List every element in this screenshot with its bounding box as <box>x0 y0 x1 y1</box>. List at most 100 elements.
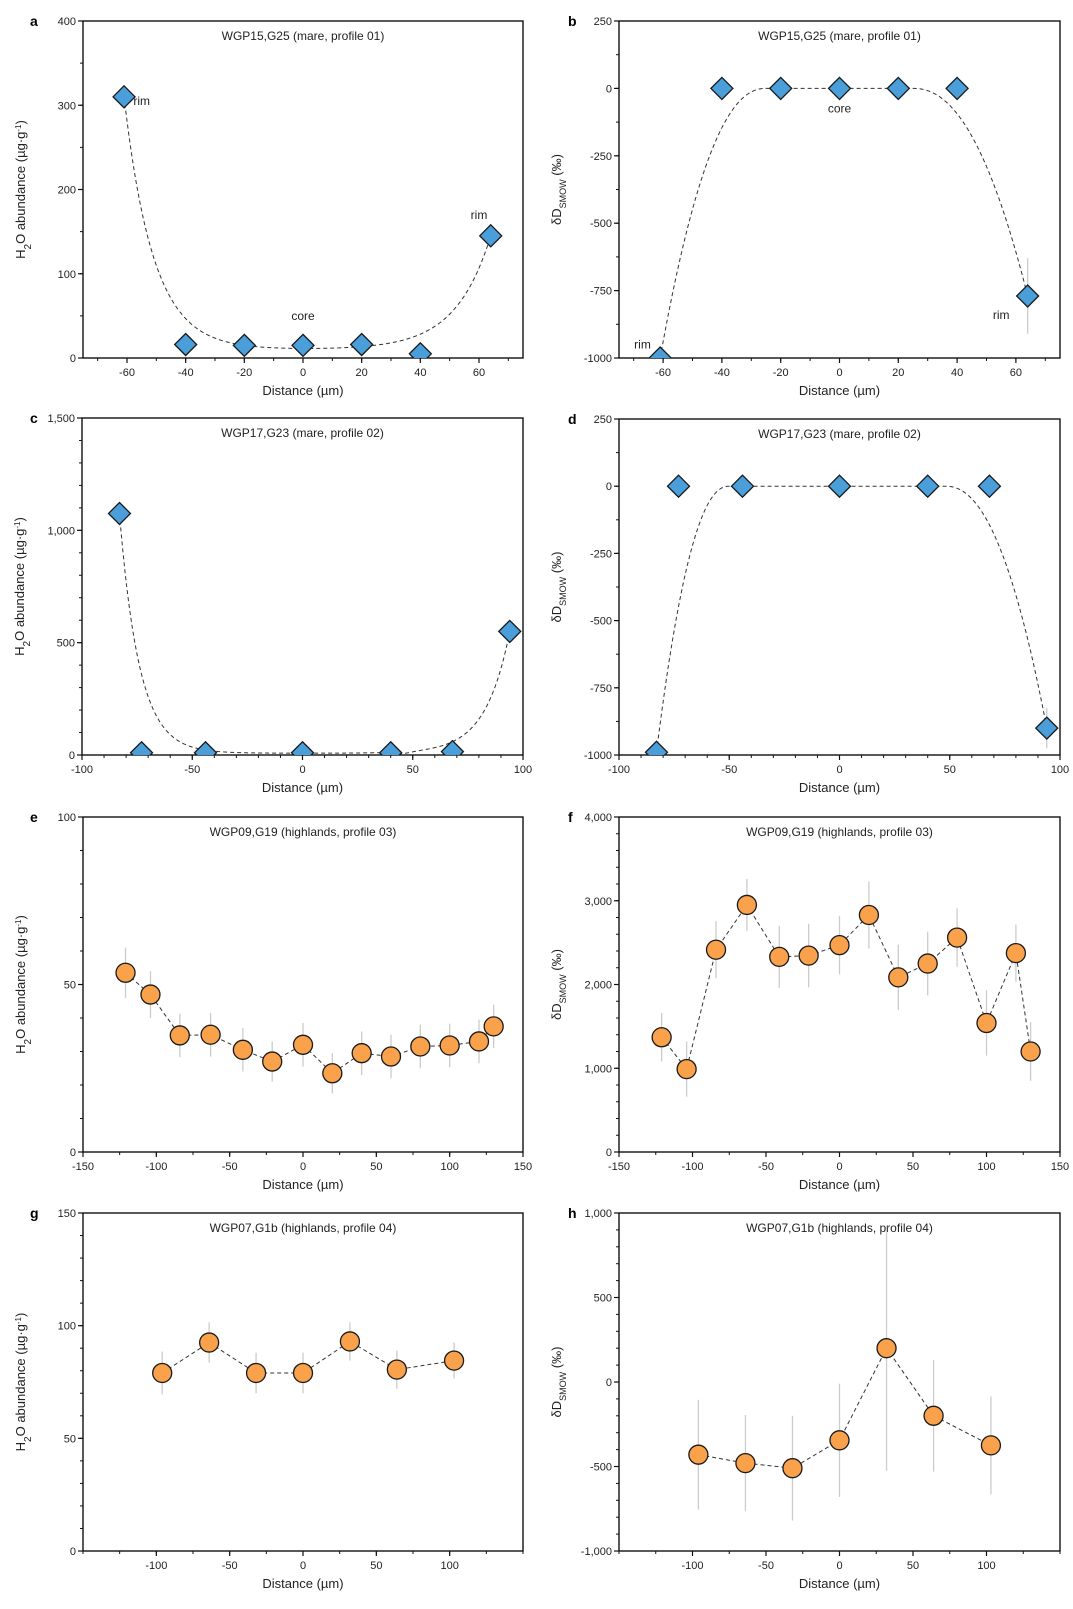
panel-a: -60 -40 -20 0 20 40 60 0 100 200 300 400 a WGP15,G25 … <box>13 13 524 398</box>
annotation: core <box>828 102 852 116</box>
data-point-circle <box>736 894 758 916</box>
data-point-diamond <box>107 501 132 526</box>
x-axis-title: Distance (µm) <box>799 1177 880 1192</box>
x-axis-title: Distance (µm) <box>262 383 343 398</box>
panel-title: WGP07,G1b (highlands, profile 04) <box>210 1221 397 1235</box>
x-tick-label: 0 <box>836 367 842 379</box>
annotation: rim <box>993 308 1010 322</box>
x-tick-label: -100 <box>145 1560 167 1572</box>
data-point-diamond <box>173 332 198 357</box>
x-tick-label: -50 <box>222 1161 238 1173</box>
data-point-circle <box>876 1338 897 1359</box>
x-tick-label: -50 <box>222 1560 238 1572</box>
panel-title: WGP17,G23 (mare, profile 02) <box>758 427 921 441</box>
data-point-circle <box>468 1031 490 1052</box>
x-tick-label: 100 <box>440 1560 458 1572</box>
y-tick-label: -1,000 <box>581 1546 612 1558</box>
data-point-diamond <box>709 76 734 101</box>
data-point-circle <box>829 934 850 956</box>
data-point-circle <box>829 1430 850 1451</box>
x-axis-title: Distance (µm) <box>262 1576 343 1591</box>
y-tick-label: 100 <box>58 812 76 824</box>
data-point-diamond <box>648 346 673 358</box>
x-tick-label: 150 <box>1051 1161 1069 1173</box>
data-point-diamond <box>886 76 911 101</box>
x-tick-label: -150 <box>72 1161 94 1173</box>
x-tick-label: -20 <box>773 367 789 379</box>
x-tick-label: 0 <box>300 367 306 379</box>
fit-curve <box>123 96 492 349</box>
y-axis-title: δDSMOW (‰) <box>549 949 568 1020</box>
connecting-line <box>125 972 495 1074</box>
data-point-circle <box>705 939 727 960</box>
data-point-circle <box>351 1043 372 1064</box>
data-point-diamond <box>827 76 852 101</box>
panel-b: -60 -40 -20 0 20 40 60 -1000 -750 -500 -250 0 250 b WG… <box>549 13 1061 398</box>
x-tick-label: -100 <box>681 1161 703 1173</box>
y-tick-label: 250 <box>594 414 612 426</box>
panel-letter: a <box>30 13 38 29</box>
y-tick-label: 300 <box>58 100 76 112</box>
x-tick-label: 0 <box>300 1560 306 1572</box>
y-tick-label: 0 <box>606 1147 612 1159</box>
data-point-circle <box>292 1034 314 1055</box>
panel-letter: e <box>30 809 38 825</box>
panel-title: WGP15,G25 (mare, profile 01) <box>758 29 921 43</box>
x-tick-label: -50 <box>758 1161 774 1173</box>
y-tick-label: 250 <box>594 16 612 28</box>
y-axis-title: δDSMOW (‰) <box>549 154 568 225</box>
x-axis-title: Distance (µm) <box>262 780 343 795</box>
x-tick-label: 100 <box>1051 764 1069 776</box>
data-point-diamond <box>290 740 315 755</box>
panel-letter: b <box>568 13 577 29</box>
data-point-circle <box>262 1051 283 1072</box>
y-tick-label: 50 <box>64 980 76 992</box>
x-tick-label: -100 <box>145 1161 167 1173</box>
x-tick-label: 40 <box>951 367 963 379</box>
data-point-diamond <box>666 474 691 499</box>
y-tick-label: 200 <box>58 185 76 197</box>
x-tick-label: 50 <box>944 764 956 776</box>
x-tick-label: 50 <box>370 1161 382 1173</box>
data-point-circle <box>339 1331 361 1352</box>
y-tick-label: 0 <box>606 481 612 493</box>
data-point-circle <box>676 1058 697 1080</box>
data-point-diamond <box>440 739 465 755</box>
data-point-circle <box>410 1036 431 1057</box>
y-tick-label: -500 <box>590 1462 612 1474</box>
y-axis-title: H2O abundance (µg·g-1) <box>13 915 34 1054</box>
x-tick-label: -50 <box>721 764 737 776</box>
x-tick-label: 100 <box>977 1161 995 1173</box>
x-tick-label: 20 <box>892 367 904 379</box>
data-point-circle <box>140 984 161 1005</box>
data-point-circle <box>115 962 136 983</box>
x-tick-label: 0 <box>299 764 305 776</box>
y-tick-label: -250 <box>590 548 612 560</box>
data-point-diamond <box>349 332 374 357</box>
y-tick-label: -250 <box>590 151 612 163</box>
annotation: core <box>291 309 315 323</box>
y-tick-label: 0 <box>70 353 76 365</box>
y-tick-label: 0 <box>606 83 612 95</box>
y-tick-label: -750 <box>590 683 612 695</box>
y-tick-label: 150 <box>58 1208 76 1220</box>
x-tick-label: 100 <box>977 1560 995 1572</box>
data-point-diamond <box>644 740 669 755</box>
x-axis-title: Distance (µm) <box>262 1177 343 1192</box>
data-point-circle <box>858 904 880 926</box>
panel-c: -100 -50 0 50 100 0 500 1,000 1,500 c WGP17,G23 (m… <box>12 410 532 795</box>
y-axis-title: δDSMOW (‰) <box>549 1347 568 1418</box>
data-point-circle <box>198 1332 220 1353</box>
data-point-circle <box>1020 1041 1041 1062</box>
data-point-diamond <box>232 333 257 358</box>
y-axis-title: δDSMOW (‰) <box>549 552 568 623</box>
x-tick-label: 0 <box>836 764 842 776</box>
data-point-diamond <box>977 474 1002 499</box>
x-axis-title: Distance (µm) <box>799 383 880 398</box>
data-point-circle <box>651 1027 672 1048</box>
data-point-diamond <box>945 76 970 101</box>
data-point-circle <box>483 1016 504 1037</box>
data-point-diamond <box>378 740 403 755</box>
x-tick-label: 40 <box>414 367 426 379</box>
